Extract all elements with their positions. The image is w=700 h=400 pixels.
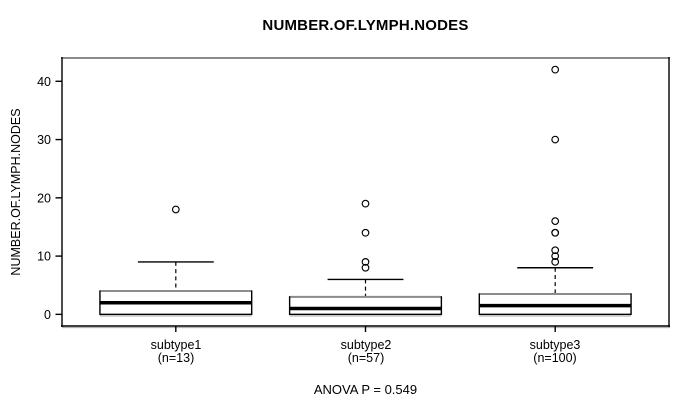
outlier-point	[551, 217, 560, 226]
group-n-label: (n=100)	[533, 351, 577, 365]
group-label: subtype1	[150, 338, 202, 352]
y-tick-label: 0	[44, 308, 51, 322]
group-label: subtype2	[340, 338, 392, 352]
x-tick-label-subtype3: subtype3 (n=100)	[485, 339, 625, 365]
group-label: subtype3	[529, 338, 581, 352]
outlier-point	[361, 199, 370, 208]
anova-annotation: ANOVA P = 0.549	[313, 382, 418, 397]
y-tick-label: 20	[37, 191, 51, 205]
outlier-point	[551, 258, 560, 266]
group-n-label: (n=13)	[157, 351, 195, 365]
outlier-point	[551, 246, 560, 255]
outlier-point	[551, 252, 560, 260]
chart-title: NUMBER.OF.LYMPH.NODES	[262, 17, 469, 34]
outlier-point	[551, 228, 560, 237]
y-tick-label: 30	[37, 133, 51, 147]
x-tick-label-subtype1: subtype1 (n=13)	[106, 339, 246, 365]
y-tick-label: 40	[37, 75, 51, 89]
outlier-point	[171, 205, 180, 214]
outlier-point	[361, 258, 370, 266]
group-n-label: (n=57)	[347, 351, 385, 365]
x-tick-label-subtype2: subtype2 (n=57)	[296, 339, 436, 365]
outlier-point	[361, 263, 370, 272]
outlier-point	[551, 65, 560, 74]
outlier-point	[361, 228, 370, 237]
box-subtype2	[288, 296, 443, 316]
outlier-point	[551, 135, 560, 144]
y-tick-label: 10	[37, 250, 51, 264]
